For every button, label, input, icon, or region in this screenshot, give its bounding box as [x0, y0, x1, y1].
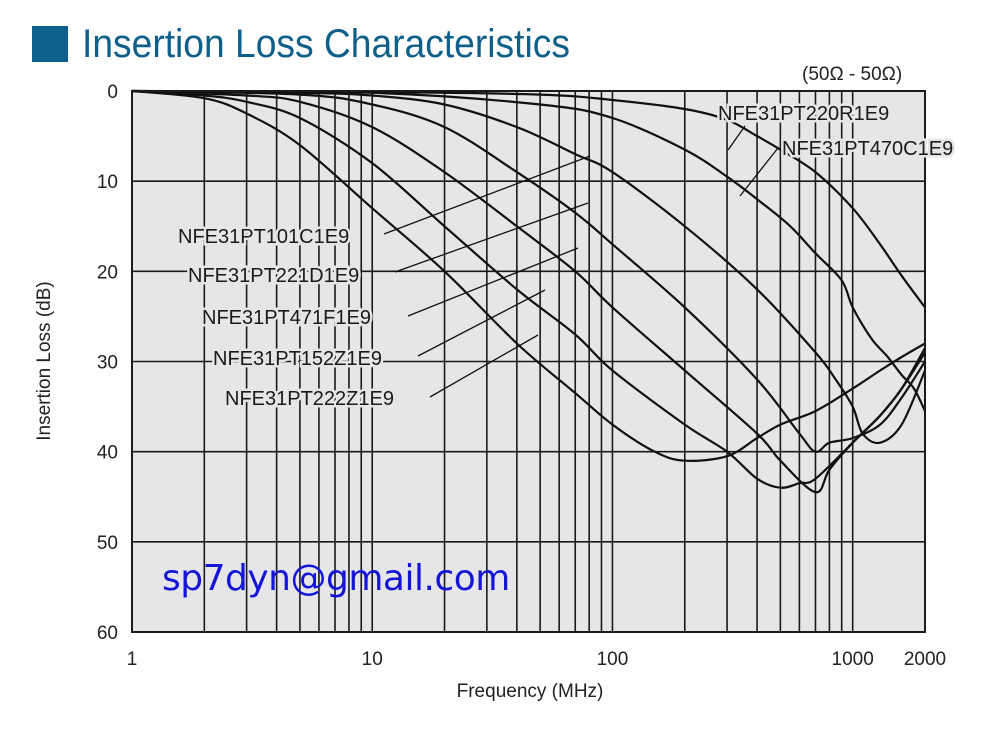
- x-axis-ticks: 1 10 100 1000 2000: [127, 649, 946, 670]
- series-label: NFE31PT221D1E9: [188, 265, 359, 287]
- y-axis-ticks: 0 10 20 30 40 50 60: [97, 82, 118, 644]
- leader-line: [739, 147, 779, 197]
- y-tick-label: 20: [97, 262, 118, 283]
- series-labels: NFE31PT220R1E9NFE31PT220R1E9NFE31PT470C1…: [176, 101, 956, 413]
- y-tick-label: 30: [97, 353, 118, 374]
- y-tick-label: 50: [97, 533, 118, 554]
- label-leader-lines: [383, 125, 779, 398]
- series-label-halo: NFE31PT471F1E9: [202, 307, 371, 329]
- grid-lines: [132, 91, 925, 632]
- leader-line: [429, 334, 539, 398]
- y-axis-label: Insertion Loss (dB): [34, 281, 55, 440]
- curve-nfe31pt220r1e9: [131, 89, 926, 309]
- leader-line: [394, 202, 589, 273]
- leader-line: [383, 155, 591, 235]
- x-tick-label: 100: [597, 649, 629, 670]
- series-label-halo: NFE31PT152Z1E9: [213, 348, 382, 370]
- series-label: NFE31PT471F1E9: [202, 307, 371, 329]
- series-curves: [131, 89, 927, 494]
- chart-title: Insertion Loss Characteristics: [82, 21, 570, 66]
- series-label-halo: NFE31PT470C1E9: [782, 138, 953, 160]
- series-label: NFE31PT220R1E9: [718, 103, 889, 125]
- curve-nfe31pt222z1e9: [131, 89, 926, 462]
- curve-nfe31pt152z1e9: [131, 89, 926, 489]
- y-tick-label: 0: [107, 82, 118, 103]
- series-label-halo: NFE31PT220R1E9: [718, 103, 889, 125]
- series-label: NFE31PT470C1E9: [782, 138, 953, 160]
- series-label-halo: NFE31PT221D1E9: [188, 265, 359, 287]
- leader-line: [407, 247, 579, 317]
- curve-nfe31pt101c1e9: [131, 89, 927, 445]
- y-tick-label: 40: [97, 443, 118, 464]
- leader-line: [727, 125, 746, 151]
- leader-line: [417, 289, 546, 357]
- title-accent-square: [32, 26, 68, 62]
- x-tick-label: 1000: [832, 649, 874, 670]
- curve-nfe31pt470c1e9: [131, 89, 926, 412]
- x-tick-label: 10: [362, 649, 383, 670]
- series-label: NFE31PT101C1E9: [178, 226, 349, 248]
- curve-nfe31pt221d1e9: [131, 89, 926, 453]
- x-tick-label: 1: [127, 649, 138, 670]
- x-tick-label: 2000: [904, 649, 946, 670]
- plot-frame: [131, 90, 926, 633]
- y-tick-label: 60: [97, 623, 118, 644]
- series-label-halo: NFE31PT101C1E9: [178, 226, 349, 248]
- impedance-note: (50Ω - 50Ω): [802, 64, 903, 85]
- series-label: NFE31PT152Z1E9: [213, 348, 382, 370]
- x-axis-label: Frequency (MHz): [457, 681, 604, 702]
- series-label: NFE31PT222Z1E9: [225, 388, 394, 410]
- series-label-halo: NFE31PT222Z1E9: [225, 388, 394, 410]
- watermark-email: sp7dyn@gmail.com: [162, 558, 510, 599]
- chart-title-bar: Insertion Loss Characteristics: [32, 20, 607, 68]
- y-tick-label: 10: [97, 172, 118, 193]
